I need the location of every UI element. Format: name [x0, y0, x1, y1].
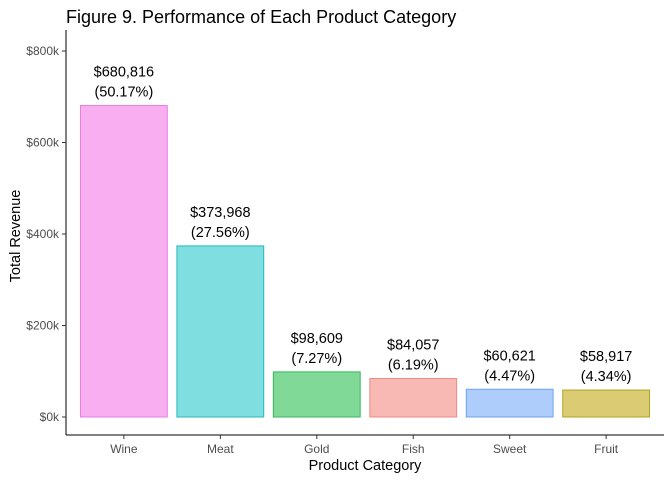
bar-value-label: $373,968: [190, 205, 250, 221]
bars: [79, 105, 651, 418]
x-tick-label: Fish: [402, 442, 425, 456]
bar-value-label: $84,057: [387, 338, 439, 354]
bar-fruit: [562, 389, 651, 418]
y-tick-label: $200k: [26, 319, 60, 333]
y-tick-label: $800k: [26, 44, 60, 58]
y-axis-title: Total Revenue: [8, 190, 24, 283]
y-tick-label: $0k: [40, 410, 60, 424]
bar-value-label: $98,609: [291, 331, 343, 347]
bar-percent-label: (4.34%): [581, 369, 632, 385]
bar-gold: [272, 371, 361, 418]
x-tick-label: Fruit: [594, 442, 619, 456]
bar-fish: [369, 378, 458, 418]
bar-percent-label: (27.56%): [191, 225, 250, 241]
bar-value-label: $60,621: [483, 348, 535, 364]
x-tick-label: Sweet: [493, 442, 527, 456]
bar-percent-label: (50.17%): [94, 85, 153, 101]
bar-percent-label: (4.47%): [484, 368, 535, 384]
bar-percent-label: (6.19%): [388, 358, 439, 374]
bar-wine: [79, 105, 168, 418]
x-axis-title: Product Category: [309, 458, 423, 474]
x-tick-label: Gold: [304, 442, 329, 456]
x-tick-label: Meat: [207, 442, 234, 456]
bar-value-label: $58,917: [580, 349, 632, 365]
chart-title: Figure 9. Performance of Each Product Ca…: [66, 7, 456, 27]
y-axis: $0k $200k $400k $600k $800k: [26, 30, 67, 435]
bar-percent-label: (7.27%): [291, 351, 342, 367]
value-labels: $680,816 (50.17%) $373,968 (27.56%) $98,609 (…: [94, 65, 633, 386]
bar-value-label: $680,816: [94, 65, 154, 81]
y-tick-label: $600k: [26, 136, 60, 150]
y-tick-label: $400k: [26, 227, 60, 241]
bar-sweet: [465, 388, 554, 418]
bar-meat: [176, 245, 265, 418]
x-axis: Wine Meat Gold Fish Sweet Fruit: [66, 434, 664, 456]
x-tick-label: Wine: [110, 442, 138, 456]
